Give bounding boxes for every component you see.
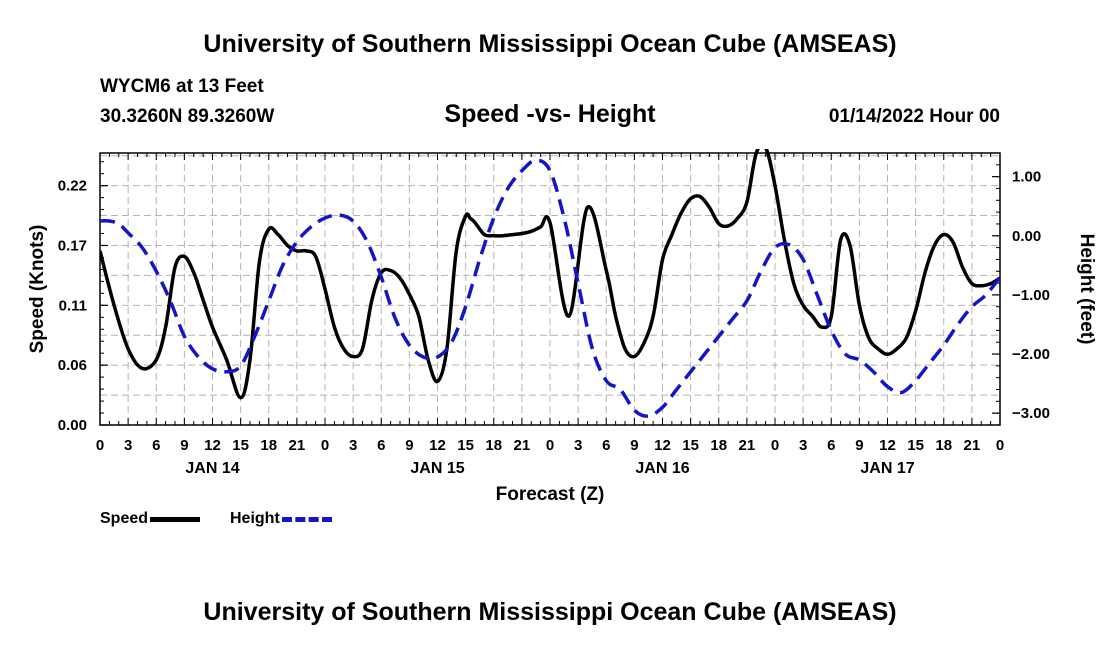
x-tick-label: 6 xyxy=(827,437,835,454)
x-date-label: JAN 16 xyxy=(635,460,689,477)
x-tick-label: 12 xyxy=(204,437,221,454)
x-tick-label: 21 xyxy=(514,437,531,454)
x-tick-label: 21 xyxy=(964,437,981,454)
station-coordinates: 30.3260N 89.3260W xyxy=(100,106,275,127)
y-tick-label: 0.06 xyxy=(58,357,87,374)
y-tick-label: 0.22 xyxy=(58,178,87,195)
footer-title: University of Southern Mississippi Ocean… xyxy=(203,598,897,626)
x-tick-label: 12 xyxy=(654,437,671,454)
height-series-line xyxy=(100,158,1000,418)
x-tick-label: 9 xyxy=(180,437,188,454)
x-date-label: JAN 14 xyxy=(185,460,239,477)
x-tick-label: 3 xyxy=(349,437,357,454)
x-tick-label: 0 xyxy=(546,437,554,454)
x-tick-label: 3 xyxy=(574,437,582,454)
x-tick-label: 0 xyxy=(771,437,779,454)
chart-subtitle: Speed -vs- Height xyxy=(444,100,656,128)
y-tick-label: 0.00 xyxy=(58,417,87,434)
legend-height-label: Height xyxy=(230,510,280,527)
x-tick-label: 9 xyxy=(855,437,863,454)
x-tick-label: 0 xyxy=(996,437,1004,454)
y-tick-label: 0.17 xyxy=(58,237,87,254)
y2-tick-label: −2.00 xyxy=(1012,346,1050,363)
y2-tick-label: −1.00 xyxy=(1012,287,1050,304)
x-tick-label: 0 xyxy=(321,437,329,454)
x-tick-label: 12 xyxy=(429,437,446,454)
legend-speed: Speed xyxy=(100,510,201,528)
x-tick-label: 21 xyxy=(739,437,756,454)
x-tick-label: 12 xyxy=(879,437,896,454)
x-axis-label: Forecast (Z) xyxy=(496,484,605,505)
x-tick-label: 15 xyxy=(682,437,699,454)
y-tick-label: 0.11 xyxy=(59,297,87,314)
x-tick-label: 9 xyxy=(630,437,638,454)
y2-tick-label: −3.00 xyxy=(1012,405,1050,422)
x-tick-label: 18 xyxy=(710,437,727,454)
station-label: WYCM6 at 13 Feet xyxy=(100,76,264,97)
x-tick-label: 9 xyxy=(405,437,413,454)
x-tick-label: 18 xyxy=(260,437,277,454)
x-tick-label: 15 xyxy=(232,437,249,454)
x-tick-label: 15 xyxy=(457,437,474,454)
y2-tick-label: 0.00 xyxy=(1012,228,1041,245)
legend-height: Height xyxy=(230,510,332,528)
forecast-datetime: 01/14/2022 Hour 00 xyxy=(828,106,1000,127)
y2-tick-label: 1.00 xyxy=(1012,169,1041,186)
legend-speed-label: Speed xyxy=(100,510,149,527)
legend-speed-swatch xyxy=(150,516,201,522)
x-tick-label: 0 xyxy=(96,437,104,454)
y2-axis-label: Height (feet) xyxy=(1076,234,1097,345)
legend-height-swatch xyxy=(281,516,332,522)
x-date-label: JAN 15 xyxy=(410,460,464,477)
x-tick-label: 6 xyxy=(602,437,610,454)
x-tick-label: 15 xyxy=(907,437,924,454)
y-axis-label: Speed (Knots) xyxy=(27,225,48,354)
x-tick-label: 21 xyxy=(289,437,306,454)
x-date-label: JAN 17 xyxy=(860,460,914,477)
speed-series-line xyxy=(100,149,1000,400)
x-tick-label: 3 xyxy=(799,437,807,454)
x-tick-label: 6 xyxy=(152,437,160,454)
x-tick-label: 18 xyxy=(485,437,502,454)
x-tick-label: 18 xyxy=(935,437,952,454)
x-tick-label: 3 xyxy=(124,437,132,454)
main-title: University of Southern Mississippi Ocean… xyxy=(203,30,897,58)
x-tick-label: 6 xyxy=(377,437,385,454)
